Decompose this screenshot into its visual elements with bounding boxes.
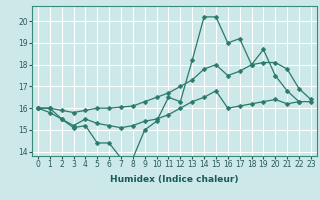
X-axis label: Humidex (Indice chaleur): Humidex (Indice chaleur) <box>110 175 239 184</box>
